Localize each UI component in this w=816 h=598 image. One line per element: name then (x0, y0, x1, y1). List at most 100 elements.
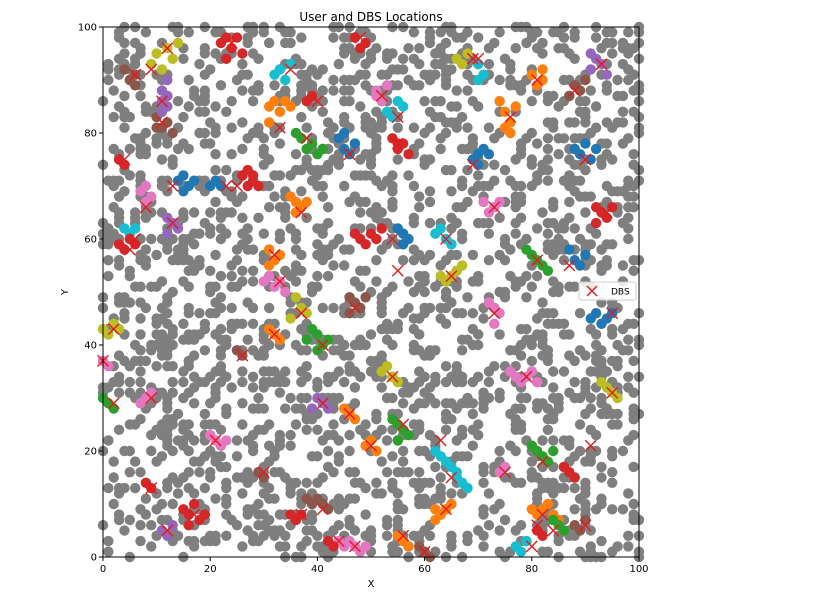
dbs-marker-stroke (166, 180, 179, 192)
cluster-point (360, 541, 371, 552)
user-point (381, 530, 393, 541)
dbs-marker-stroke (257, 466, 270, 479)
user-point (537, 435, 548, 446)
dbs-marker (268, 328, 281, 341)
user-point (612, 74, 623, 86)
user-point (285, 440, 296, 451)
user-point (140, 493, 152, 504)
user-point (617, 504, 629, 515)
dbs-marker (123, 243, 136, 256)
user-point (237, 366, 248, 377)
user-point (569, 281, 580, 292)
user-point (167, 445, 178, 457)
cluster-point (108, 403, 119, 414)
cluster-point (403, 429, 414, 441)
user-point (328, 419, 339, 430)
user-point (242, 223, 253, 234)
user-point (473, 270, 484, 282)
user-point (569, 355, 580, 367)
user-point (558, 318, 570, 329)
user-point (194, 228, 205, 239)
cluster-point (162, 117, 173, 128)
dbs-marker-stroke (118, 153, 131, 166)
user-point (419, 270, 430, 282)
user-point (205, 467, 216, 478)
user-point (548, 366, 559, 377)
user-point (215, 361, 227, 372)
user-point (349, 398, 361, 409)
user-point (280, 85, 291, 96)
user-point (360, 69, 371, 80)
user-point (467, 133, 479, 144)
user-point (483, 488, 495, 499)
user-point (135, 90, 146, 102)
dbs-marker (295, 508, 308, 521)
dbs-marker-stroke (225, 36, 238, 49)
user-point (135, 520, 146, 531)
dbs-marker (129, 233, 142, 245)
dbs-marker-stroke (579, 153, 592, 166)
user-point (226, 122, 237, 133)
dbs-marker (391, 137, 404, 150)
user-point (473, 329, 484, 340)
user-point (499, 164, 511, 176)
dbs-marker (606, 307, 619, 320)
user-point (210, 530, 221, 541)
user-point (617, 260, 629, 271)
user-point (473, 32, 484, 43)
user-point (172, 488, 184, 499)
user-point (526, 355, 537, 367)
user-point (167, 387, 178, 398)
x-tick-label: 40 (311, 564, 324, 575)
dbs-marker (343, 148, 356, 161)
user-point (531, 270, 543, 282)
y-tick-label: 20 (84, 447, 97, 458)
user-point (569, 53, 580, 64)
cluster-point (558, 525, 570, 536)
user-point (317, 96, 328, 107)
legend-entry-dbs: DBS (611, 288, 630, 298)
cluster-point (285, 313, 296, 324)
user-point (424, 217, 436, 229)
user-point (473, 339, 484, 351)
user-point (183, 281, 194, 292)
user-point (510, 43, 521, 54)
user-point (510, 445, 521, 457)
user-point (285, 27, 296, 38)
dbs-marker-stroke (525, 540, 538, 553)
cluster-point (129, 223, 141, 234)
user-point (628, 498, 639, 510)
user-point (135, 535, 146, 547)
user-point (301, 392, 312, 404)
user-point (242, 334, 253, 345)
user-point (408, 27, 420, 38)
cluster-point (392, 435, 403, 446)
dbs-marker-stroke (295, 307, 308, 320)
dbs-marker (606, 386, 619, 399)
dbs-marker (311, 95, 324, 108)
cluster-point (430, 514, 441, 526)
cluster-point (140, 180, 152, 192)
user-point (333, 392, 345, 404)
user-point (339, 339, 350, 351)
user-point (322, 217, 334, 229)
dbs-marker-stroke (129, 233, 142, 245)
cluster-point (574, 85, 586, 96)
user-point (269, 191, 280, 202)
user-point (371, 255, 382, 266)
cluster-point (183, 509, 194, 520)
cluster-point (548, 445, 559, 457)
plot-area-frame (102, 26, 640, 558)
user-point (258, 133, 269, 144)
user-point (397, 456, 409, 467)
user-point (628, 265, 639, 276)
user-point (205, 223, 216, 234)
cluster-point (483, 149, 495, 160)
user-point (419, 371, 430, 382)
user-point (156, 451, 168, 462)
user-point (553, 281, 564, 292)
user-point (537, 37, 548, 49)
user-point (360, 339, 371, 351)
dbs-marker-stroke (472, 52, 485, 65)
